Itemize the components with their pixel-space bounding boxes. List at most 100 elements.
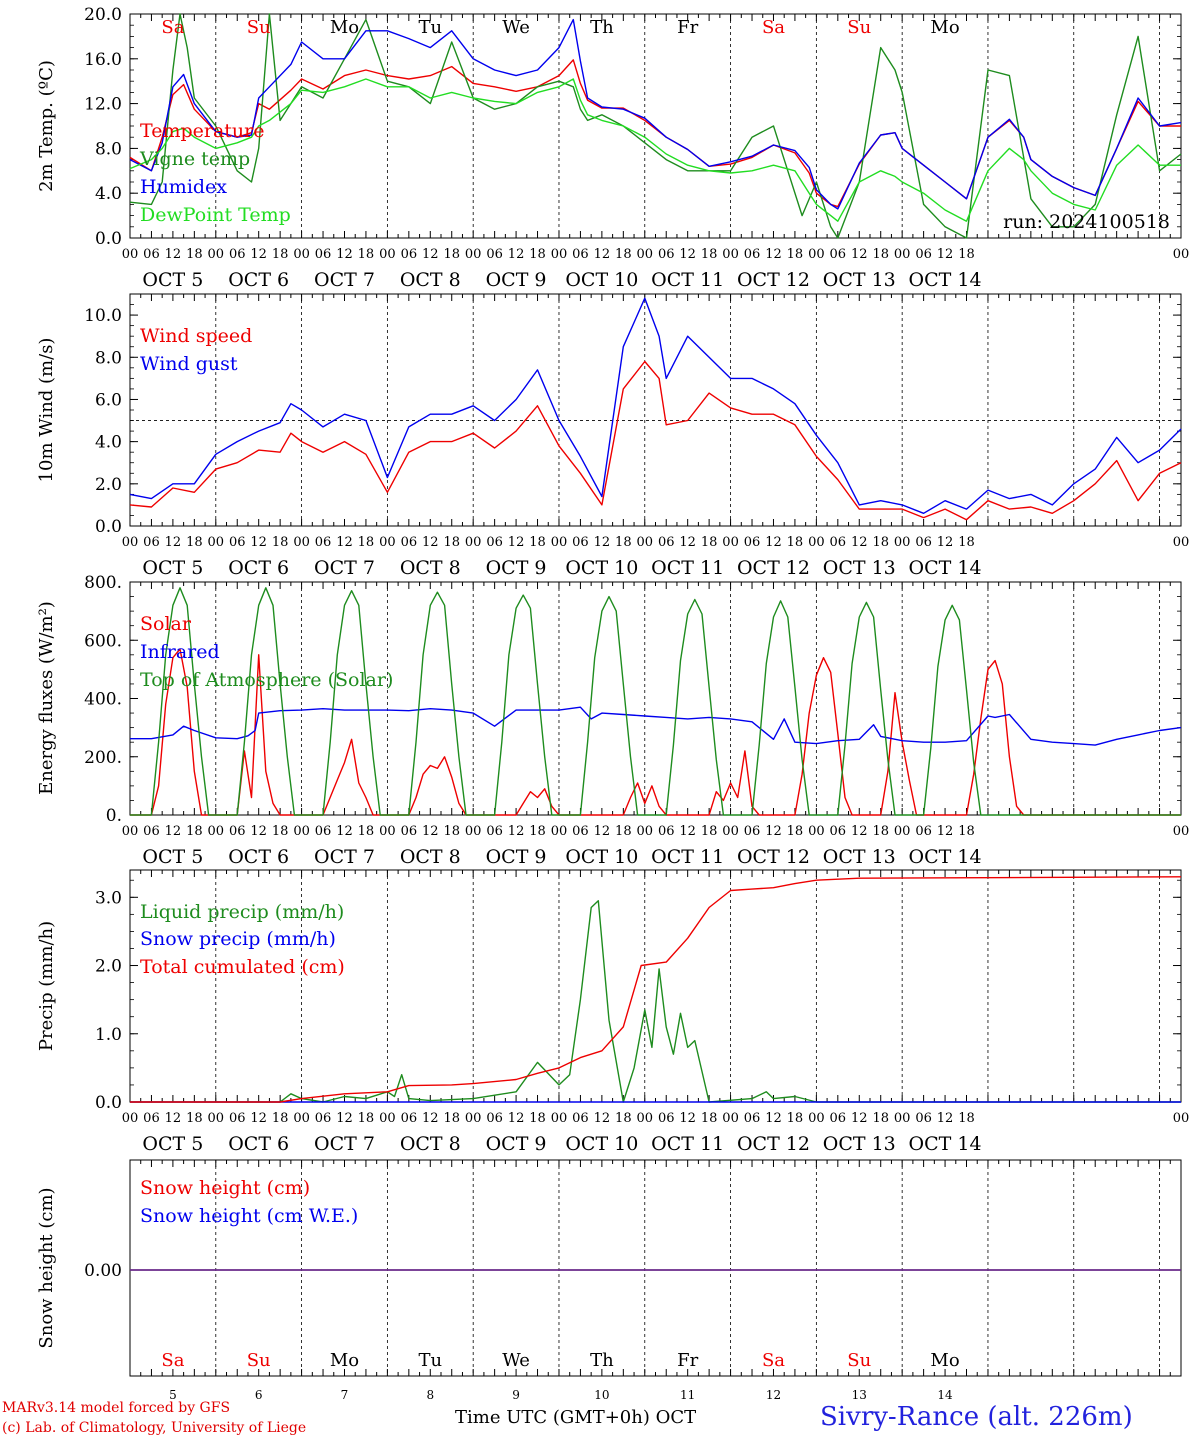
- hour-label: 06: [915, 535, 932, 550]
- panel-5: 0.00 Snow height (cm) Snow height (cm) Snow…: [36, 1159, 1182, 1400]
- hour-label: 06: [744, 1111, 761, 1126]
- hour-label: 12: [765, 1111, 782, 1126]
- hour-label: 12: [851, 535, 868, 550]
- y-tick-label: 8.0: [95, 348, 122, 368]
- hour-label: 12: [679, 247, 696, 262]
- hour-label: 06: [572, 535, 589, 550]
- weekday-label: We: [502, 17, 530, 38]
- hour-label: 12: [851, 824, 868, 839]
- hour-label: 12: [508, 535, 525, 550]
- panel-2: 0.0 2.0 4.0 6.0 8.0 10.0 10m Wind (m/s) Wind sp…: [36, 293, 1189, 579]
- y-tick-label: 4.0: [95, 184, 122, 204]
- panel-4: 0.0 1.0 2.0 3.0 Precip (mm/h) Liquid precip (…: [36, 869, 1189, 1155]
- hour-label: 00: [465, 824, 482, 839]
- hour-label: 00: [551, 824, 568, 839]
- y-tick-label: 1.0: [95, 1025, 122, 1045]
- hour-label: 00: [808, 824, 825, 839]
- weekday-label: Su: [847, 1350, 871, 1371]
- hour-label: 06: [229, 247, 246, 262]
- day-number-label: 5: [169, 1388, 177, 1400]
- hour-label: 00: [208, 247, 225, 262]
- hour-label: 00: [379, 824, 396, 839]
- hour-label: 00: [637, 824, 654, 839]
- hour-label: 12: [679, 824, 696, 839]
- hour-label: 00: [122, 824, 139, 839]
- hour-label: 18: [186, 1111, 203, 1126]
- date-label: OCT 9: [486, 269, 547, 291]
- date-label: OCT 11: [651, 1133, 724, 1155]
- hour-label: 00: [465, 1111, 482, 1126]
- hour-label: 06: [915, 1111, 932, 1126]
- date-label: OCT 10: [565, 1133, 638, 1155]
- y-tick-label: 8.0: [95, 139, 122, 159]
- legend-entry: DewPoint Temp: [140, 204, 291, 226]
- hour-label: 06: [143, 247, 160, 262]
- weekday-label: Sa: [762, 1350, 785, 1371]
- legend-entry: Infrared: [140, 641, 220, 663]
- date-label: OCT 12: [737, 269, 810, 291]
- legend-entry: Wind gust: [140, 353, 238, 375]
- y-axis-label: Precip (mm/h): [36, 921, 57, 1051]
- weekday-label: Tu: [418, 1350, 442, 1371]
- weekday-label: Mo: [330, 1350, 359, 1371]
- date-label: OCT 13: [823, 1133, 896, 1155]
- hour-label: 12: [851, 1111, 868, 1126]
- hour-label: 00: [808, 535, 825, 550]
- panel-3: 0. 200. 400. 600. 800. Energy fluxes (W/m²) So…: [36, 573, 1189, 868]
- hour-label: 18: [701, 824, 718, 839]
- hour-label: 06: [830, 824, 847, 839]
- y-tick-label: 0.: [106, 806, 122, 826]
- hour-label: 12: [765, 247, 782, 262]
- hour-label: 18: [186, 247, 203, 262]
- date-label: OCT 11: [651, 557, 724, 579]
- y-tick-label: 200.: [84, 748, 122, 768]
- hour-label: 12: [937, 824, 954, 839]
- hour-label: 12: [250, 1111, 267, 1126]
- hour-label: 06: [572, 1111, 589, 1126]
- hour-label: 00: [894, 1111, 911, 1126]
- legend-entry: Wind speed: [140, 325, 252, 347]
- hour-label: 12: [165, 535, 182, 550]
- series-line: [129, 13, 1182, 239]
- y-tick-label: 10.0: [84, 306, 122, 326]
- date-label: OCT 6: [228, 557, 289, 579]
- day-number-label: 10: [594, 1388, 609, 1400]
- hour-label: 00: [637, 247, 654, 262]
- hour-label: 12: [594, 247, 611, 262]
- y-tick-label: 600.: [84, 631, 122, 651]
- hour-label: 18: [701, 1111, 718, 1126]
- weekday-label: Sa: [161, 1350, 184, 1371]
- date-label: OCT 10: [565, 557, 638, 579]
- y-axis-label: 10m Wind (m/s): [36, 338, 57, 483]
- legend-entry: Total cumulated (cm): [140, 956, 345, 978]
- date-label: OCT 9: [486, 1133, 547, 1155]
- weekday-label: Su: [247, 1350, 271, 1371]
- y-tick-label: 0.0: [95, 229, 122, 249]
- hour-label: 18: [443, 824, 460, 839]
- weekday-label: Fr: [677, 17, 698, 38]
- legend-entry: Liquid precip (mm/h): [140, 901, 344, 923]
- hour-label: 12: [679, 535, 696, 550]
- hour-label: 18: [615, 535, 632, 550]
- hour-label: 06: [486, 1111, 503, 1126]
- hour-label: 18: [272, 247, 289, 262]
- weekday-label: Mo: [330, 17, 359, 38]
- weekday-label: Mo: [930, 17, 959, 38]
- y-tick-label: 12.0: [84, 95, 122, 115]
- hour-label: 18: [958, 247, 975, 262]
- hour-label: 06: [401, 247, 418, 262]
- hour-label: 18: [272, 824, 289, 839]
- hour-label: 06: [830, 247, 847, 262]
- weekday-label: Tu: [418, 17, 442, 38]
- hour-label: 00: [808, 247, 825, 262]
- hour-label: 18: [615, 824, 632, 839]
- hour-label: 00: [1173, 247, 1190, 262]
- hour-label: 00: [722, 824, 739, 839]
- day-number-label: 13: [852, 1388, 867, 1400]
- hour-label: 18: [529, 824, 546, 839]
- hour-label: 12: [594, 535, 611, 550]
- hour-label: 06: [229, 535, 246, 550]
- hour-label: 00: [208, 1111, 225, 1126]
- series-line: [129, 297, 1182, 514]
- hour-label: 18: [787, 1111, 804, 1126]
